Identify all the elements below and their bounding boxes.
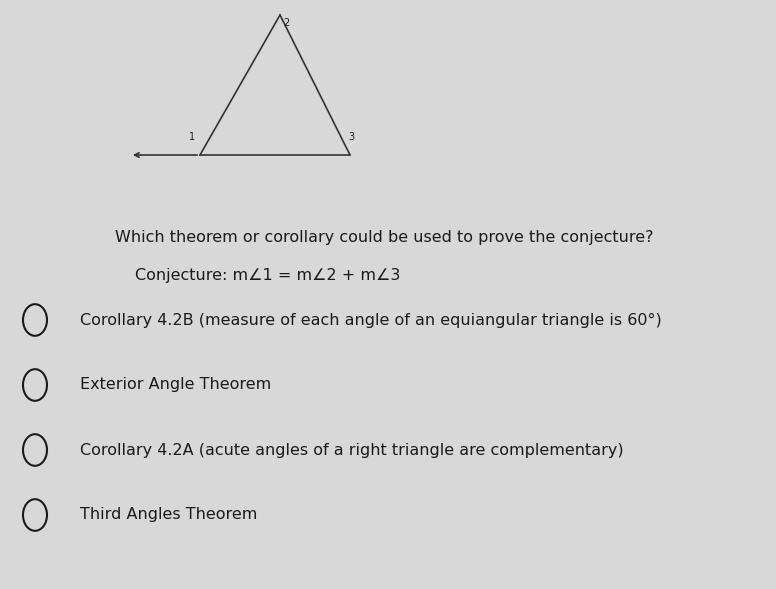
Text: Which theorem or corollary could be used to prove the conjecture?: Which theorem or corollary could be used… [115,230,653,245]
Text: Corollary 4.2A (acute angles of a right triangle are complementary): Corollary 4.2A (acute angles of a right … [80,442,624,458]
Text: Corollary 4.2B (measure of each angle of an equiangular triangle is 60°): Corollary 4.2B (measure of each angle of… [80,313,662,327]
Text: Third Angles Theorem: Third Angles Theorem [80,508,258,522]
Text: 1: 1 [189,132,195,142]
Text: Conjecture: m∠1 = m∠2 + m∠3: Conjecture: m∠1 = m∠2 + m∠3 [135,268,400,283]
Text: Exterior Angle Theorem: Exterior Angle Theorem [80,378,272,392]
Text: 2: 2 [283,18,289,28]
Text: 3: 3 [348,132,354,142]
